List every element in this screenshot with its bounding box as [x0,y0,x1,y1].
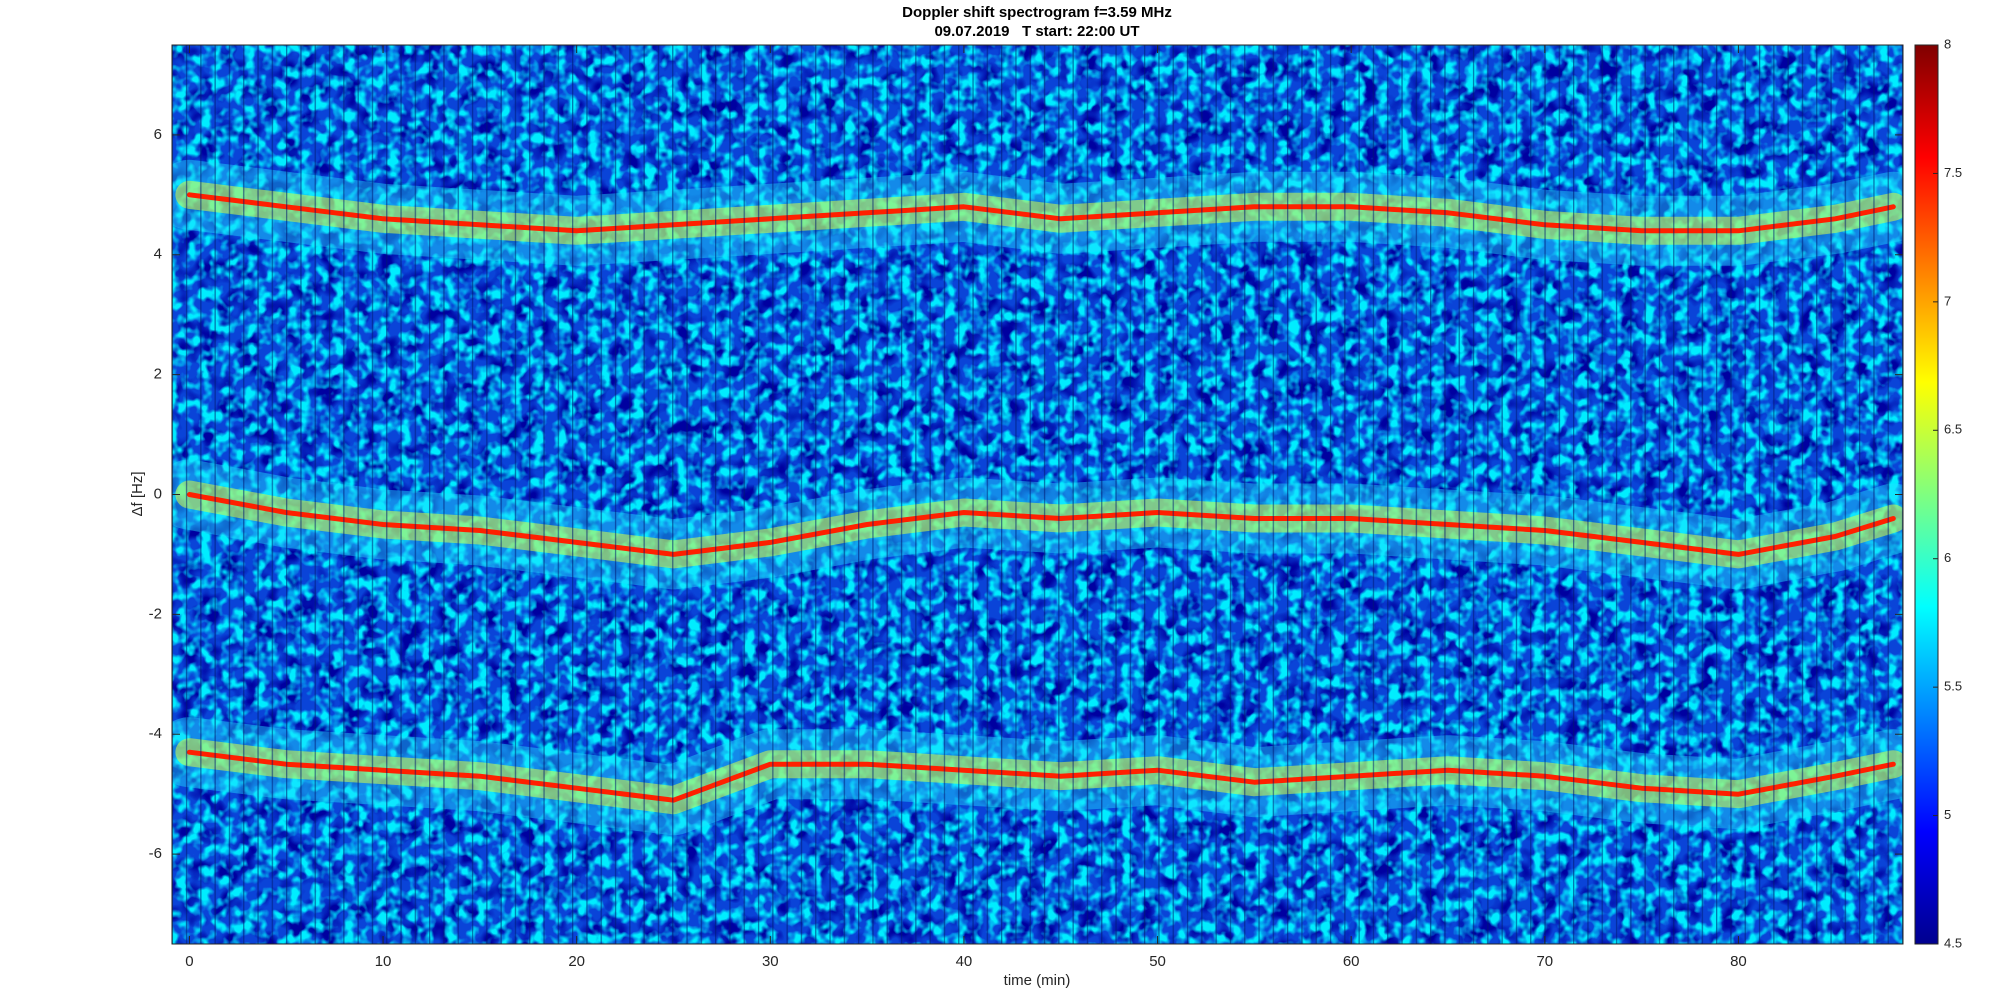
y-tick-label: -4 [149,725,162,742]
y-tick-label: -2 [149,605,162,622]
chart-subtitle: 09.07.2019 T start: 22:00 UT [934,23,1139,40]
x-tick-label: 10 [375,953,392,970]
x-tick-label: 30 [762,953,779,970]
colorbar [1914,44,1939,945]
x-tick-label: 60 [1343,953,1360,970]
colorbar-tick-label: 4.5 [1944,935,1962,950]
y-tick-label: 4 [154,246,162,263]
x-axis-label: time (min) [1004,972,1071,989]
colorbar-tick-label: 6.5 [1944,422,1962,437]
x-tick-label: 0 [185,953,193,970]
x-tick-label: 20 [568,953,585,970]
y-tick-label: -6 [149,845,162,862]
colorbar-tick-label: 7 [1944,293,1951,308]
colorbar-tick-label: 5.5 [1944,679,1962,694]
chart-title: Doppler shift spectrogram f=3.59 MHz [902,4,1172,21]
x-tick-label: 50 [1149,953,1166,970]
x-tick-label: 70 [1536,953,1553,970]
colorbar-tick-label: 8 [1944,36,1951,51]
y-tick-label: 6 [154,126,162,143]
y-tick-label: 0 [154,485,162,502]
colorbar-tick-label: 6 [1944,550,1951,565]
x-tick-label: 80 [1730,953,1747,970]
x-tick-label: 40 [956,953,973,970]
y-tick-label: 2 [154,366,162,383]
y-axis-label: Δf [Hz] [129,471,146,516]
plot-background [172,45,1903,944]
colorbar-tick-label: 7.5 [1944,165,1962,180]
colorbar-tick-label: 5 [1944,807,1951,822]
